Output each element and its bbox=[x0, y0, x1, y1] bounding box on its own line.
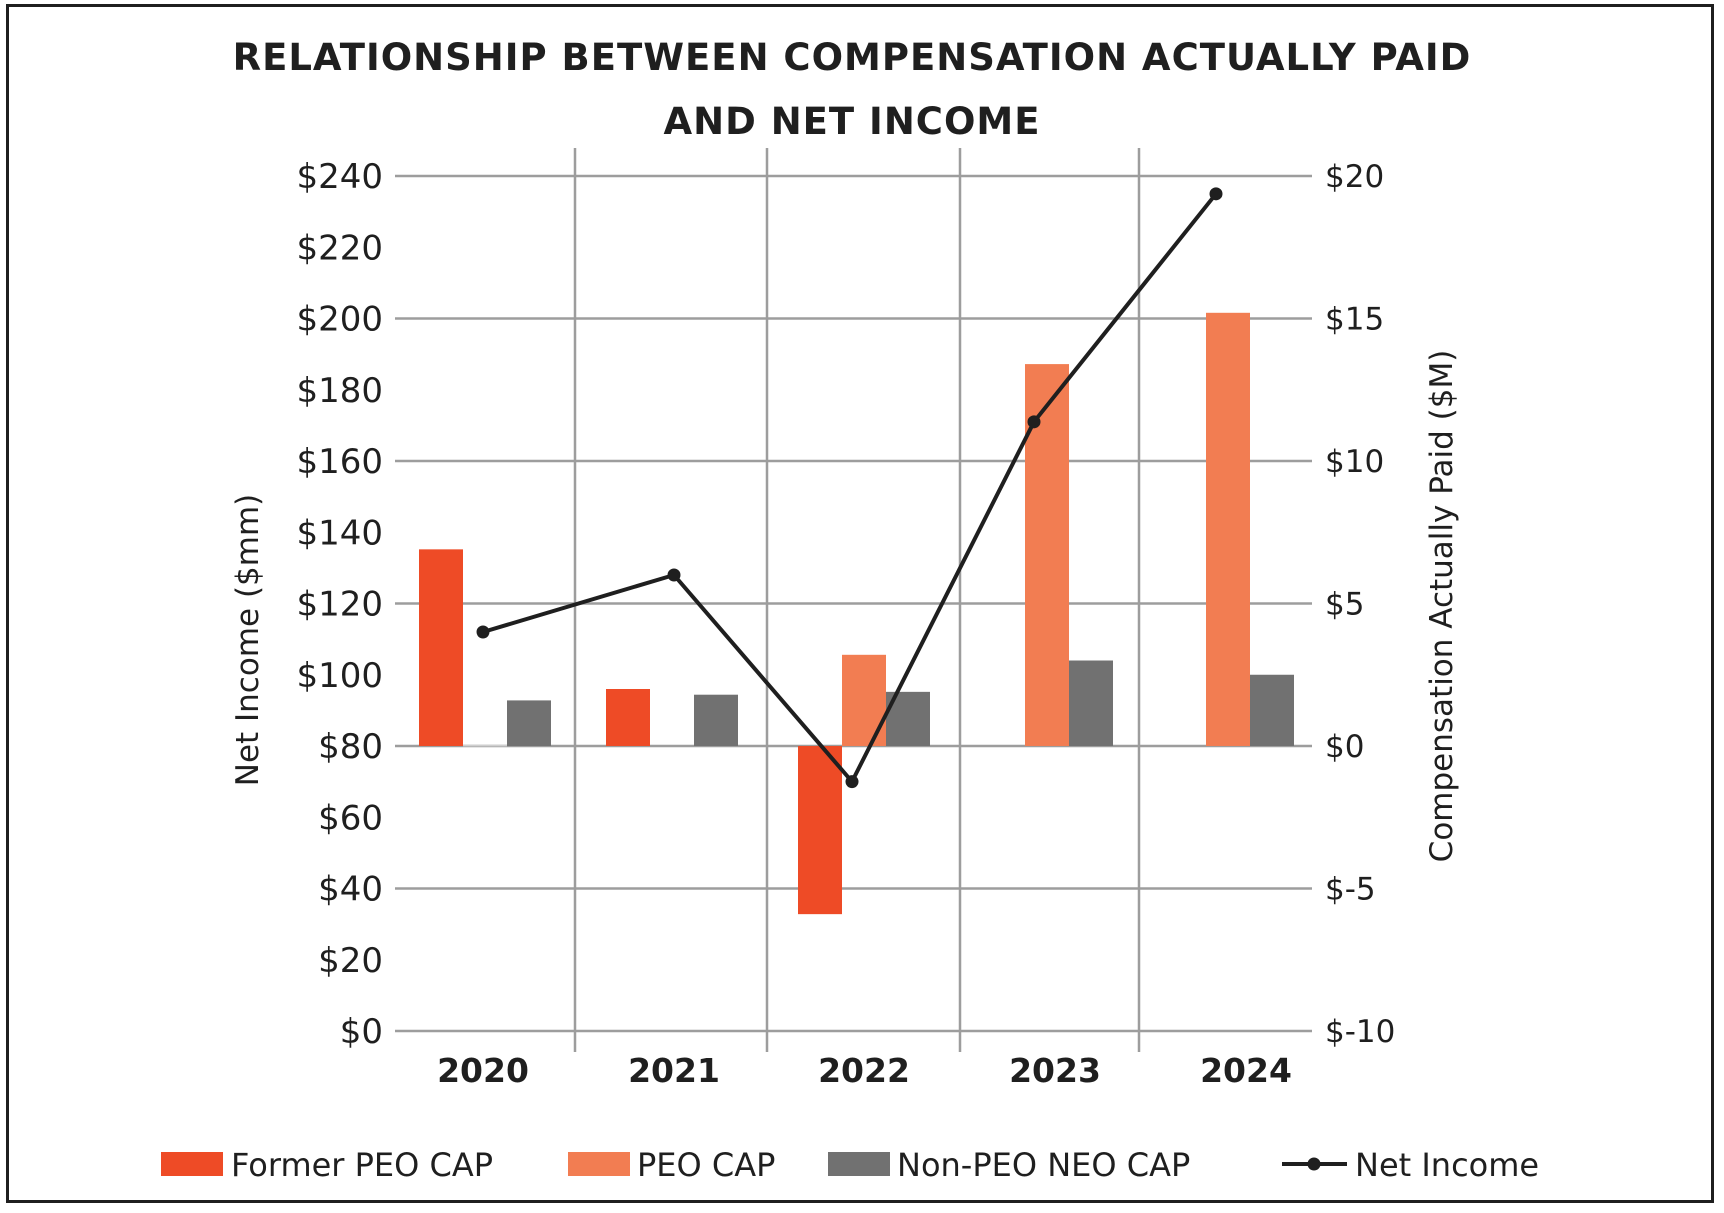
net-income-point-2022 bbox=[845, 775, 859, 789]
chart-title-line-1: RELATIONSHIP BETWEEN COMPENSATION ACTUAL… bbox=[233, 36, 1472, 79]
left-tick-label: $180 bbox=[296, 371, 383, 411]
right-tick-label: $5 bbox=[1325, 587, 1364, 623]
legend-swatch-non-peo-neo-cap bbox=[828, 1152, 890, 1176]
left-tick-label: $40 bbox=[318, 870, 383, 910]
chart-title-line-2: AND NET INCOME bbox=[664, 100, 1041, 143]
left-tick-label: $0 bbox=[340, 1012, 383, 1052]
bar-peo-cap-2020 bbox=[463, 745, 507, 747]
bars bbox=[419, 312, 1294, 915]
bar-non-peo-neo-cap-2023 bbox=[1069, 660, 1113, 746]
left-tick-label: $120 bbox=[296, 585, 383, 625]
left-axis-label: Net Income ($mm) bbox=[230, 494, 266, 787]
bar-non-peo-neo-cap-2021 bbox=[694, 694, 738, 746]
left-tick-label: $20 bbox=[318, 941, 383, 981]
bar-non-peo-neo-cap-2024 bbox=[1250, 674, 1294, 746]
chart-title: RELATIONSHIP BETWEEN COMPENSATION ACTUAL… bbox=[233, 36, 1472, 143]
legend-label-peo-cap: PEO CAP bbox=[637, 1146, 775, 1184]
grid bbox=[395, 148, 1312, 1052]
x-tick-label-2024: 2024 bbox=[1200, 1051, 1292, 1090]
bar-former-peo-cap-2021 bbox=[606, 689, 650, 746]
bar-former-peo-cap-2020 bbox=[419, 549, 463, 746]
bar-peo-cap-2022 bbox=[842, 654, 886, 746]
x-tick-label-2022: 2022 bbox=[818, 1051, 910, 1090]
net-income-point-2023 bbox=[1027, 415, 1041, 429]
legend-label-former-peo-cap: Former PEO CAP bbox=[231, 1146, 493, 1184]
left-tick-label: $60 bbox=[318, 798, 383, 838]
legend-label-non-peo-neo-cap: Non-PEO NEO CAP bbox=[897, 1146, 1190, 1184]
net-income-point-2020 bbox=[476, 625, 490, 639]
bar-peo-cap-2024 bbox=[1206, 312, 1250, 746]
legend: Former PEO CAP PEO CAP Non-PEO NEO CAP Net … bbox=[161, 1146, 1539, 1184]
net-income-point-2021 bbox=[667, 568, 681, 582]
bar-non-peo-neo-cap-2020 bbox=[507, 700, 551, 746]
left-tick-label: $200 bbox=[296, 300, 383, 340]
right-tick-label: $15 bbox=[1325, 302, 1384, 338]
x-axis-ticks: 2020 2021 2022 2023 2024 bbox=[437, 1051, 1292, 1090]
net-income-line bbox=[476, 187, 1223, 789]
left-tick-label: $140 bbox=[296, 513, 383, 553]
right-tick-label: $-5 bbox=[1325, 872, 1376, 908]
legend-swatch-marker-net-income bbox=[1307, 1157, 1321, 1171]
right-tick-label: $-10 bbox=[1325, 1014, 1395, 1050]
left-tick-label: $220 bbox=[296, 228, 383, 268]
right-tick-label: $0 bbox=[1325, 729, 1364, 765]
legend-swatch-peo-cap bbox=[568, 1152, 630, 1176]
left-axis-ticks: $0 $20 $40 $60 $80 $100 $120 $140 $160 $180 $200 $2… bbox=[296, 157, 383, 1052]
x-tick-label-2021: 2021 bbox=[628, 1051, 720, 1090]
right-tick-label: $20 bbox=[1325, 159, 1384, 195]
left-tick-label: $240 bbox=[296, 157, 383, 197]
left-tick-label: $160 bbox=[296, 442, 383, 482]
legend-label-net-income: Net Income bbox=[1355, 1146, 1539, 1184]
x-tick-label-2020: 2020 bbox=[437, 1051, 529, 1090]
left-tick-label: $80 bbox=[318, 727, 383, 767]
right-tick-label: $10 bbox=[1325, 444, 1384, 480]
legend-swatch-former-peo-cap bbox=[161, 1152, 223, 1176]
net-income-point-2024 bbox=[1209, 187, 1223, 201]
left-tick-label: $100 bbox=[296, 656, 383, 696]
right-axis-label: Compensation Actually Paid ($M) bbox=[1424, 350, 1460, 863]
x-tick-label-2023: 2023 bbox=[1009, 1051, 1101, 1090]
right-axis-ticks: $-10 $-5 $0 $5 $10 $15 $20 bbox=[1325, 159, 1395, 1050]
bar-former-peo-cap-2022 bbox=[798, 746, 842, 915]
